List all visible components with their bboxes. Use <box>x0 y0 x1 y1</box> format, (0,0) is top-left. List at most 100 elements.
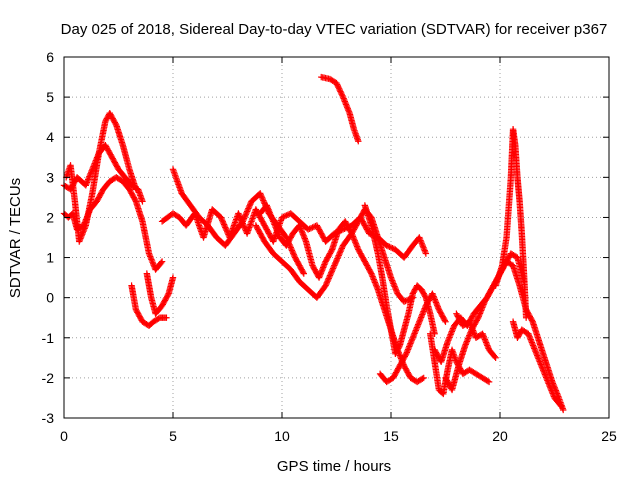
data-point <box>560 406 567 414</box>
data-point <box>557 402 565 410</box>
data-point <box>236 213 243 220</box>
y-tick-label: 1 <box>46 250 54 266</box>
data-point <box>421 293 429 300</box>
data-point <box>492 354 499 362</box>
data-point <box>219 217 226 224</box>
data-point <box>247 201 254 208</box>
data-point <box>333 79 340 87</box>
data-point <box>288 247 296 254</box>
data-point <box>347 228 355 236</box>
data-point <box>300 270 307 277</box>
data-point <box>240 215 248 222</box>
data-point <box>324 278 331 285</box>
data-point <box>278 214 286 221</box>
data-point <box>242 212 249 219</box>
x-tick-label: 5 <box>169 428 177 444</box>
data-point <box>158 258 166 265</box>
data-point <box>235 210 242 217</box>
data-point <box>164 291 172 299</box>
data-point <box>280 213 287 220</box>
data-point <box>245 203 253 211</box>
series-track-f <box>158 206 430 261</box>
data-point <box>260 198 268 206</box>
series-track-j <box>318 73 362 145</box>
data-point <box>288 245 295 253</box>
plot-frame <box>63 56 610 419</box>
data-point <box>243 209 250 217</box>
x-tick-label: 15 <box>383 428 399 444</box>
y-tick-label: -2 <box>42 370 55 386</box>
data-point <box>304 226 312 233</box>
data-point <box>336 249 344 256</box>
series-track-p <box>492 126 530 321</box>
data-point <box>402 297 409 305</box>
data-point <box>245 205 252 212</box>
data-point <box>322 282 329 289</box>
data-point <box>242 211 250 218</box>
data-point <box>402 351 409 359</box>
data-point <box>290 251 298 258</box>
y-tick-label: -3 <box>42 410 55 426</box>
data-point <box>307 224 315 232</box>
ticks-layer: 0 5 10 15 20 25 -3 -2 -1 0 1 2 3 4 5 6 <box>42 49 617 444</box>
data-point <box>258 193 265 200</box>
data-point <box>291 252 298 260</box>
data-point <box>337 246 345 254</box>
chart-title: Day 025 of 2018, Sidereal Day-to-day VTE… <box>61 21 608 38</box>
data-point <box>522 314 530 321</box>
data-point <box>326 272 334 279</box>
data-point <box>334 253 342 261</box>
data-point <box>329 265 337 272</box>
y-tick-label: 6 <box>46 49 54 65</box>
series-track-l <box>376 290 449 386</box>
data-point <box>257 190 264 197</box>
data-point <box>239 218 246 225</box>
data-point <box>221 222 228 230</box>
y-tick-label: 2 <box>46 209 54 225</box>
data-point <box>157 259 165 266</box>
data-point <box>383 242 390 249</box>
data-point <box>223 227 230 234</box>
data-point <box>328 247 335 255</box>
data-point <box>484 377 491 385</box>
data-point <box>328 268 336 275</box>
data-point <box>334 255 341 262</box>
x-tick-label: 10 <box>274 428 290 444</box>
y-tick-label: 4 <box>46 129 54 145</box>
data-point <box>217 214 225 221</box>
y-tick-label: 3 <box>46 169 54 185</box>
marks-layer <box>60 73 567 414</box>
data-point <box>338 245 345 252</box>
data-point <box>335 85 343 92</box>
data-point <box>400 298 408 305</box>
data-point <box>331 260 339 268</box>
y-tick-label: -1 <box>42 330 55 346</box>
data-point <box>330 263 337 271</box>
series-track-e <box>143 270 177 317</box>
y-axis-label: SDTVAR / TECUs <box>7 178 24 298</box>
data-point <box>309 224 316 231</box>
x-axis-label: GPS time / hours <box>277 458 391 475</box>
data-point <box>336 86 343 94</box>
series-track-k <box>361 202 438 358</box>
data-point <box>328 269 335 276</box>
data-point <box>387 244 395 251</box>
data-point <box>218 215 225 223</box>
data-point <box>556 401 564 409</box>
data-point <box>289 248 296 256</box>
series-track-q <box>509 318 565 410</box>
data-point <box>258 194 266 201</box>
data-point <box>333 256 341 264</box>
data-point <box>366 230 373 237</box>
data-point <box>334 82 342 90</box>
data-point <box>306 225 313 233</box>
data-point <box>324 276 332 284</box>
data-point <box>220 221 228 228</box>
data-point <box>259 195 266 203</box>
y-tick-label: 0 <box>46 290 54 306</box>
data-point <box>325 275 332 282</box>
data-point <box>220 219 227 227</box>
data-point <box>327 270 334 278</box>
data-point <box>335 84 342 91</box>
